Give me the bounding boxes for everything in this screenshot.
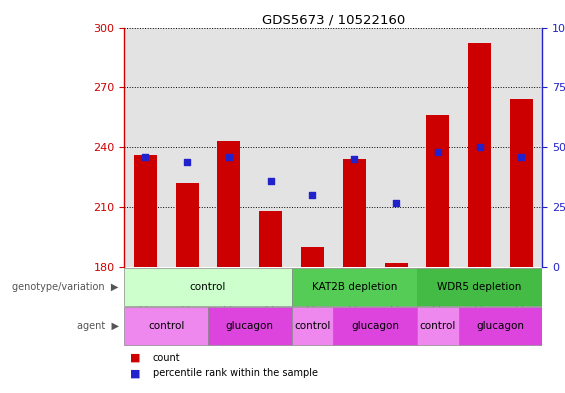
Bar bbox=[501, 28, 542, 267]
Text: control: control bbox=[420, 321, 456, 331]
Bar bbox=[385, 263, 407, 267]
Point bbox=[308, 192, 317, 198]
Point bbox=[266, 178, 275, 184]
Point bbox=[350, 156, 359, 162]
Bar bbox=[459, 307, 542, 345]
Text: control: control bbox=[190, 282, 226, 292]
Point bbox=[475, 144, 484, 151]
Bar bbox=[510, 99, 533, 267]
Text: ■: ■ bbox=[130, 353, 141, 363]
Bar bbox=[250, 28, 292, 267]
Bar bbox=[417, 28, 459, 267]
Bar bbox=[459, 28, 501, 267]
Text: ■: ■ bbox=[130, 368, 141, 378]
Bar bbox=[176, 183, 198, 267]
Bar bbox=[124, 28, 166, 267]
Bar bbox=[166, 28, 208, 267]
Point bbox=[517, 154, 526, 160]
Point bbox=[182, 159, 192, 165]
Bar bbox=[292, 28, 333, 267]
Text: glucagon: glucagon bbox=[351, 321, 399, 331]
Bar bbox=[427, 116, 449, 267]
Bar bbox=[468, 44, 491, 267]
Text: WDR5 depletion: WDR5 depletion bbox=[437, 282, 522, 292]
Text: control: control bbox=[148, 321, 184, 331]
Bar bbox=[218, 141, 240, 267]
Point bbox=[224, 154, 233, 160]
Text: genotype/variation  ▶: genotype/variation ▶ bbox=[12, 282, 119, 292]
Bar bbox=[301, 247, 324, 267]
Bar bbox=[343, 159, 366, 267]
Point bbox=[141, 154, 150, 160]
Text: control: control bbox=[294, 321, 331, 331]
Title: GDS5673 / 10522160: GDS5673 / 10522160 bbox=[262, 13, 405, 26]
Bar bbox=[333, 28, 375, 267]
Point bbox=[433, 149, 442, 155]
Bar bbox=[417, 307, 459, 345]
Bar bbox=[417, 268, 542, 306]
Bar bbox=[208, 28, 250, 267]
Bar bbox=[259, 211, 282, 267]
Bar bbox=[208, 307, 292, 345]
Text: glucagon: glucagon bbox=[226, 321, 273, 331]
Bar bbox=[375, 28, 417, 267]
Text: count: count bbox=[153, 353, 180, 363]
Text: agent  ▶: agent ▶ bbox=[77, 321, 119, 331]
Text: percentile rank within the sample: percentile rank within the sample bbox=[153, 368, 318, 378]
Text: glucagon: glucagon bbox=[477, 321, 524, 331]
Bar bbox=[333, 307, 417, 345]
Text: KAT2B depletion: KAT2B depletion bbox=[311, 282, 397, 292]
Bar bbox=[124, 307, 208, 345]
Bar bbox=[292, 268, 417, 306]
Bar bbox=[124, 268, 292, 306]
Bar bbox=[134, 155, 157, 267]
Point bbox=[392, 199, 401, 206]
Bar bbox=[292, 307, 333, 345]
